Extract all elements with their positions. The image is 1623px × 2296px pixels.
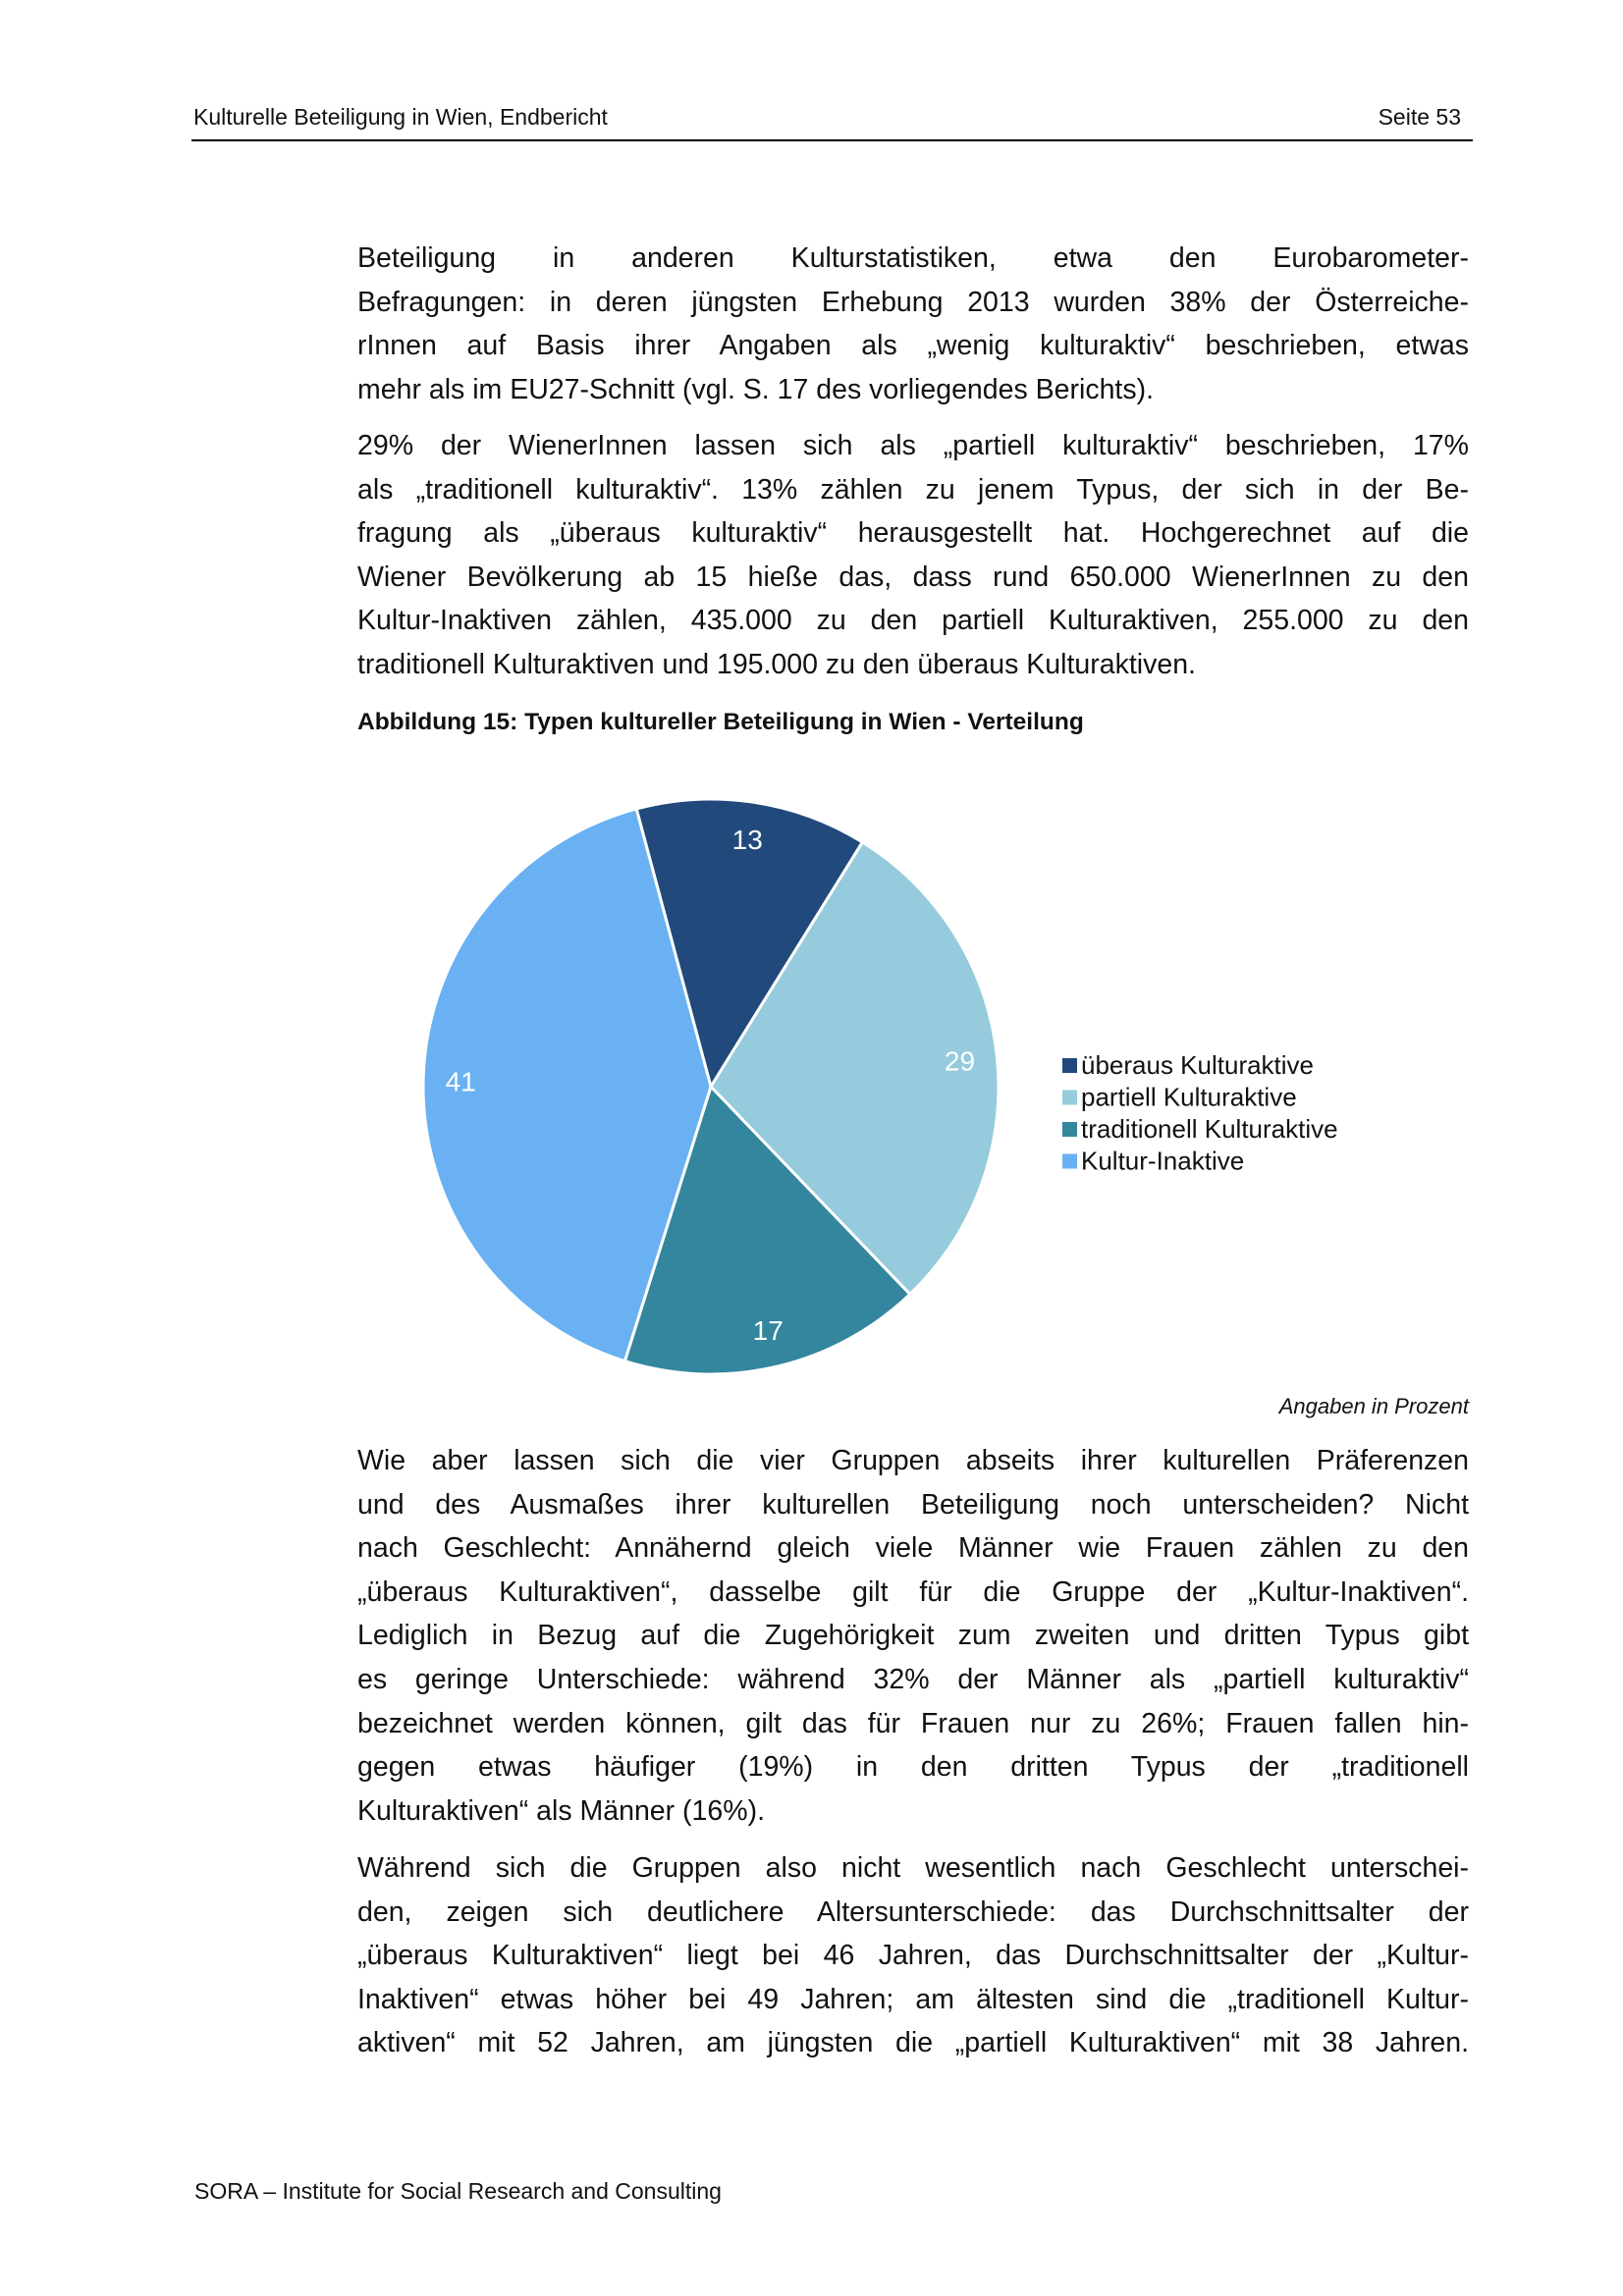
text-line: den, zeigen sich deutlichere Altersunter… [357, 1896, 1469, 1928]
figure-note: Angaben in Prozent [1278, 1394, 1469, 1418]
text-line: rInnen auf Basis ihrer Angaben als „weni… [357, 330, 1469, 362]
page-number: Seite 53 [1378, 104, 1461, 130]
footer-text: SORA – Institute for Social Research and… [194, 2178, 722, 2204]
text-line: Inaktiven“ etwas höher bei 49 Jahren; am… [357, 1983, 1469, 2015]
text-line: Befragungen: in deren jüngsten Erhebung … [357, 286, 1469, 318]
legend-swatch [1062, 1122, 1077, 1137]
text-line: „überaus Kulturaktiven“, dasselbe gilt f… [357, 1575, 1469, 1608]
pie-chart: 13 29 17 41 überaus Kulturaktive partiell Kul… [421, 797, 1338, 1376]
text-line: gegen etwas häufiger (19%) in den dritte… [357, 1751, 1469, 1784]
text-line: Während sich die Gruppen also nicht wese… [357, 1852, 1469, 1884]
text-line: Wie aber lassen sich die vier Gruppen ab… [357, 1445, 1469, 1476]
legend-swatch [1062, 1153, 1077, 1169]
text-line: und des Ausmaßes ihrer kulturellen Betei… [357, 1488, 1469, 1521]
pie-slice [421, 807, 713, 1363]
text-line: nach Geschlecht: Annähernd gleich viele … [357, 1532, 1469, 1565]
legend-swatch [1062, 1058, 1077, 1073]
paragraph-2: 29% der WienerInnen lassen sich als „par… [357, 424, 1469, 687]
text-line: Wiener Bevölkerung ab 15 hieße das, dass… [357, 561, 1469, 593]
pie-slice [622, 1084, 912, 1376]
data-label: 41 [446, 1067, 476, 1097]
header-rule [191, 139, 1473, 141]
text-line: fragung als „überaus kulturaktiv“ heraus… [357, 517, 1469, 550]
text-line: Kulturaktiven“ als Männer (16%). [357, 1794, 766, 1827]
text-line: mehr als im EU27-Schnitt (vgl. S. 17 des… [357, 373, 1154, 405]
text-line: Kultur-Inaktiven zählen, 435.000 zu den … [357, 605, 1469, 637]
legend-label: überaus Kulturaktive [1081, 1050, 1314, 1080]
legend-label: Kultur-Inaktive [1081, 1147, 1244, 1176]
data-label: 17 [753, 1315, 784, 1346]
data-label: 29 [945, 1045, 975, 1076]
legend-label: traditionell Kulturaktive [1081, 1114, 1338, 1144]
pie-slice [709, 839, 1001, 1297]
text-line: traditionell Kulturaktiven und 195.000 z… [357, 648, 1196, 680]
running-header-title: Kulturelle Beteiligung in Wien, Endberic… [193, 104, 608, 130]
legend-swatch [1062, 1090, 1077, 1105]
text-line: es geringe Unterschiede: während 32% der… [357, 1663, 1469, 1695]
text-line: aktiven“ mit 52 Jahren, am jüngsten die … [357, 2027, 1469, 2059]
text-line: Lediglich in Bezug auf die Zugehörigkeit… [357, 1620, 1469, 1652]
text-line: Beteiligung in anderen Kulturstatistiken… [357, 242, 1469, 274]
paragraph-1: Beteiligung in anderen Kulturstatistiken… [357, 237, 1469, 411]
text-line: 29% der WienerInnen lassen sich als „par… [357, 430, 1469, 461]
data-label: 13 [732, 825, 763, 855]
figure-caption: Abbildung 15: Typen kultureller Beteilig… [357, 709, 1084, 735]
legend-label: partiell Kulturaktive [1081, 1083, 1297, 1112]
text-line: als „traditionell kulturaktiv“. 13% zähl… [357, 473, 1469, 506]
paragraph-3: Wie aber lassen sich die vier Gruppen ab… [357, 1439, 1469, 1833]
paragraph-4: Während sich die Gruppen also nicht wese… [357, 1846, 1469, 2065]
text-line: „überaus Kulturaktiven“ liegt bei 46 Jah… [357, 1940, 1469, 1972]
text-line: bezeichnet werden können, gilt das für F… [357, 1707, 1469, 1739]
